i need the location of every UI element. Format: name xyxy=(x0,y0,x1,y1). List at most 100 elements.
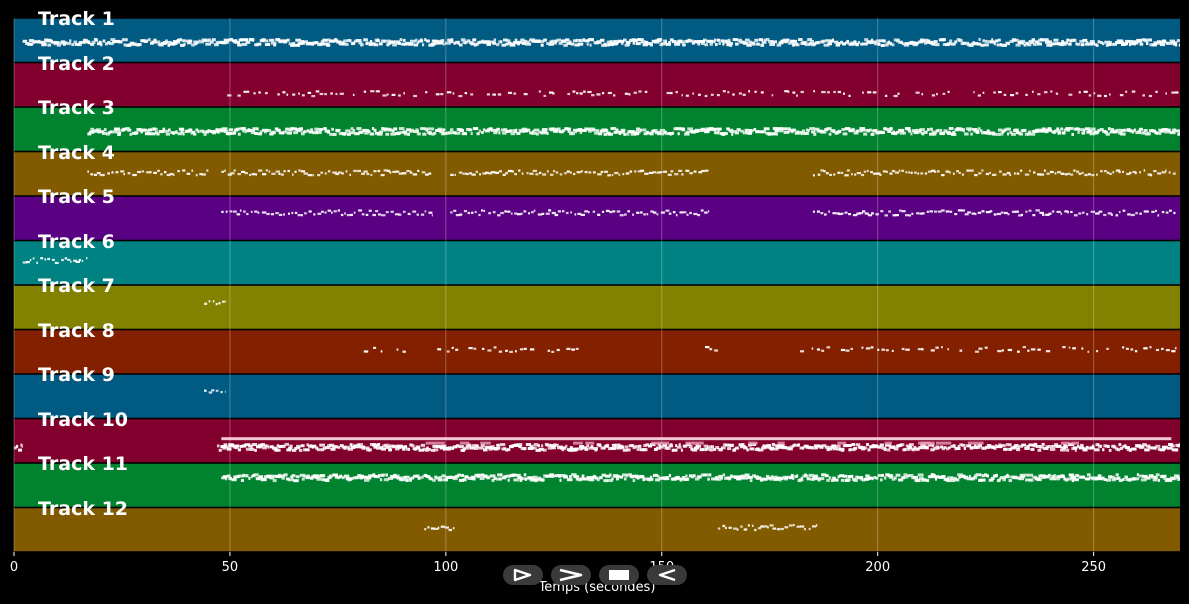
note xyxy=(201,173,206,176)
note xyxy=(794,39,798,43)
note xyxy=(228,38,232,42)
note xyxy=(558,474,562,478)
note xyxy=(350,446,356,449)
note xyxy=(283,213,285,216)
note xyxy=(532,446,537,450)
note xyxy=(1027,473,1034,477)
note xyxy=(415,38,418,42)
note xyxy=(306,443,310,447)
note xyxy=(548,91,554,94)
note xyxy=(921,348,924,351)
note xyxy=(185,39,191,43)
note xyxy=(265,92,268,95)
note xyxy=(753,128,757,131)
note xyxy=(568,40,572,44)
note xyxy=(42,43,47,47)
note xyxy=(1161,128,1168,131)
note xyxy=(947,348,949,351)
note xyxy=(761,130,766,134)
note xyxy=(275,170,280,173)
note xyxy=(1022,443,1026,447)
note xyxy=(505,42,509,46)
note xyxy=(780,527,784,531)
note xyxy=(648,171,654,174)
track-12-notes xyxy=(424,524,818,532)
note xyxy=(943,129,948,133)
note xyxy=(151,40,157,44)
note xyxy=(698,93,701,96)
note xyxy=(821,91,826,94)
note xyxy=(949,210,953,213)
note xyxy=(869,476,873,480)
note xyxy=(132,173,137,177)
note xyxy=(1089,132,1096,136)
note xyxy=(595,476,599,480)
note xyxy=(1129,171,1132,174)
note xyxy=(934,170,937,173)
note xyxy=(1067,172,1071,175)
note xyxy=(236,213,241,216)
note xyxy=(976,42,982,46)
note xyxy=(624,213,627,216)
note xyxy=(171,41,178,45)
note xyxy=(406,170,411,173)
note xyxy=(978,347,983,350)
note xyxy=(215,303,218,306)
forward-button[interactable] xyxy=(551,565,591,585)
note xyxy=(182,132,185,136)
note xyxy=(114,127,120,131)
note xyxy=(363,90,367,93)
note xyxy=(931,94,936,97)
note xyxy=(882,39,886,43)
note xyxy=(850,347,853,350)
note xyxy=(653,473,659,477)
note xyxy=(338,132,342,136)
note xyxy=(272,130,275,134)
note xyxy=(396,41,399,45)
note xyxy=(403,92,405,95)
note xyxy=(299,41,305,45)
note xyxy=(976,445,981,449)
note xyxy=(867,448,871,452)
note xyxy=(347,478,351,482)
rewind-button[interactable] xyxy=(647,565,687,585)
note xyxy=(305,476,310,480)
note xyxy=(837,171,841,174)
note xyxy=(1059,43,1065,47)
note xyxy=(539,171,542,174)
note xyxy=(1040,38,1043,41)
note xyxy=(1090,446,1095,450)
note xyxy=(313,444,317,448)
note xyxy=(391,475,398,479)
note xyxy=(254,43,259,47)
note xyxy=(373,346,377,349)
note xyxy=(1134,350,1138,353)
track-lane-5 xyxy=(14,196,1180,240)
note xyxy=(975,130,980,134)
note xyxy=(358,41,363,45)
note xyxy=(1144,39,1148,43)
note xyxy=(282,444,285,448)
note xyxy=(693,212,698,216)
note xyxy=(915,91,920,94)
note xyxy=(615,443,621,447)
note xyxy=(291,127,297,131)
note xyxy=(281,476,285,480)
note xyxy=(241,170,246,173)
note xyxy=(585,441,595,445)
note xyxy=(659,445,662,448)
note xyxy=(1107,445,1110,448)
note xyxy=(611,443,616,447)
note xyxy=(271,474,276,478)
note xyxy=(1134,41,1139,45)
note xyxy=(775,132,778,136)
stop-button[interactable] xyxy=(599,565,639,585)
note xyxy=(697,214,701,217)
note xyxy=(391,129,395,133)
note xyxy=(208,300,211,303)
note xyxy=(1014,128,1019,132)
note xyxy=(871,212,874,215)
note xyxy=(1154,476,1158,479)
note xyxy=(941,475,946,478)
play-outline-button[interactable] xyxy=(503,565,543,585)
